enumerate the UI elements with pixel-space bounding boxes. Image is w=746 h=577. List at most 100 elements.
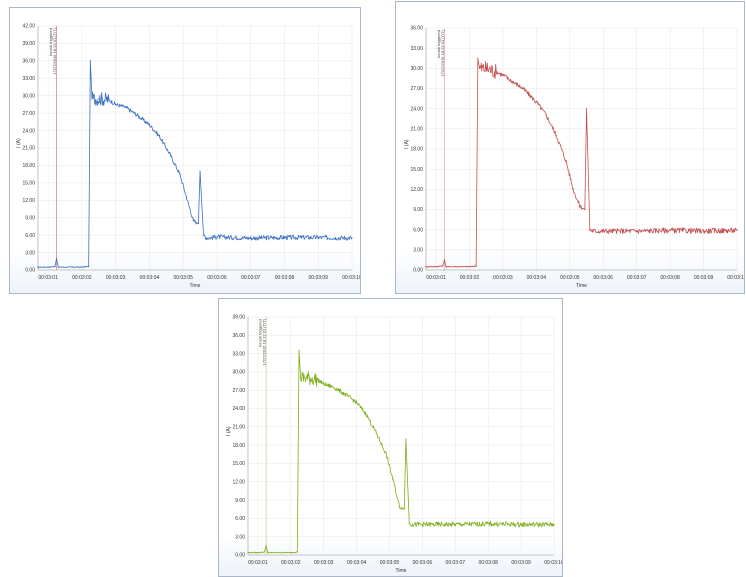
data-point — [477, 57, 479, 59]
series-line — [425, 58, 738, 268]
x-tick-label: 00:03:06 — [207, 275, 227, 281]
x-tick-label: 00:03:07 — [446, 560, 466, 566]
y-tick-label: 42.00 — [22, 24, 35, 30]
x-tick-label: 00:03:04 — [140, 275, 160, 281]
y-tick-label: 27.00 — [232, 388, 245, 394]
y-axis-label: I (A) — [404, 139, 410, 149]
x-tick-label: 00:03:09 — [309, 275, 329, 281]
chart-panel-green: 0.00 3.00 6.00 9.00 12.00 15.00 18.00 21.00 24.0… — [218, 298, 563, 577]
data-point — [454, 523, 456, 526]
data-point — [602, 230, 604, 232]
x-axis-label: Time — [190, 283, 201, 289]
data-point — [520, 523, 522, 526]
x-axis-label: Time — [576, 283, 587, 289]
data-point — [579, 205, 581, 207]
y-axis-label: I (A) — [16, 138, 22, 148]
data-point — [398, 505, 400, 507]
data-point — [375, 432, 377, 434]
y-tick-label: 12.00 — [232, 479, 245, 485]
x-tick-label: 00:03:06 — [413, 560, 433, 566]
data-point — [408, 522, 410, 524]
x-tick-label: 00:03:06 — [594, 275, 614, 281]
x-tick-label: 00:03:08 — [660, 275, 680, 281]
y-tick-label: 6.00 — [25, 233, 35, 239]
series-line — [247, 350, 555, 554]
chart-panel-red: 0.00 3.00 6.00 9.00 12.00 15.00 18.00 21.00 24.0… — [395, 1, 745, 294]
trigger-annotation-time: 17/27/2016 18:22:01 (T/T) — [440, 29, 445, 76]
data-point — [192, 220, 194, 222]
y-tick-label: 24.00 — [232, 406, 245, 412]
data-point — [435, 266, 437, 268]
x-tick-label: 00:03:03 — [106, 275, 126, 281]
data-point — [199, 170, 201, 172]
x-tick-label: 00:03:01 — [426, 275, 446, 281]
data-point — [283, 236, 286, 239]
data-point — [81, 266, 83, 268]
data-point — [421, 523, 423, 526]
data-point — [290, 551, 292, 554]
data-point — [89, 60, 91, 62]
data-point — [592, 230, 594, 232]
y-tick-label: 18.00 — [232, 443, 245, 449]
y-tick-label: 33.00 — [410, 46, 423, 52]
data-point — [495, 71, 497, 73]
x-tick-label: 00:03:10 — [727, 275, 744, 281]
x-tick-label: 00:03:04 — [347, 560, 367, 566]
data-point — [443, 259, 445, 261]
x-tick-label: 00:03:10 — [544, 560, 562, 566]
data-point — [158, 135, 161, 137]
x-axis-label: Time — [396, 568, 407, 574]
trigger-annotation: Inrush triggered — [436, 30, 441, 58]
data-point — [392, 478, 394, 480]
y-tick-label: 9.00 — [25, 215, 35, 221]
x-tick-label: 00:03:04 — [527, 275, 547, 281]
series-line — [37, 60, 353, 268]
data-point — [445, 266, 447, 268]
y-axis-label: I (A) — [226, 426, 232, 436]
data-point — [487, 523, 489, 525]
data-point — [365, 414, 368, 416]
data-point — [55, 257, 58, 259]
data-point — [585, 108, 588, 110]
y-tick-label: 24.00 — [22, 128, 35, 134]
data-point — [669, 229, 671, 231]
data-point — [265, 545, 267, 547]
data-point — [216, 236, 218, 238]
y-tick-label: 27.00 — [410, 86, 423, 92]
data-point — [169, 153, 171, 155]
x-tick-label: 00:03:02 — [72, 275, 92, 281]
x-tick-label: 00:03:02 — [281, 560, 301, 566]
y-tick-label: 18.00 — [22, 163, 35, 169]
data-point — [250, 237, 252, 239]
data-point — [702, 230, 705, 232]
x-tick-label: 00:03:01 — [38, 275, 58, 281]
x-tick-label: 00:03:05 — [173, 275, 193, 281]
data-point — [267, 551, 269, 554]
y-tick-label: 36.00 — [410, 26, 423, 32]
data-point — [323, 383, 325, 385]
y-tick-label: 39.00 — [22, 41, 35, 47]
y-tick-label: 36.00 — [22, 59, 35, 65]
y-tick-label: 3.00 — [25, 250, 35, 256]
data-point — [478, 67, 481, 69]
x-tick-label: 00:03:05 — [380, 560, 400, 566]
data-point — [565, 161, 568, 164]
data-point — [179, 173, 181, 175]
y-tick-label: 12.00 — [410, 187, 423, 193]
data-point — [202, 234, 205, 236]
x-tick-label: 00:03:10 — [342, 275, 360, 281]
data-point — [403, 508, 405, 510]
data-point — [91, 98, 93, 100]
y-tick-label: 9.00 — [235, 498, 245, 504]
data-point — [468, 266, 471, 268]
trigger-annotation: Inrush triggered — [48, 28, 53, 56]
data-point — [316, 378, 318, 380]
data-point — [545, 114, 547, 116]
data-point — [584, 208, 586, 211]
x-tick-label: 00:03:03 — [314, 560, 334, 566]
data-point — [108, 99, 110, 101]
data-point — [317, 236, 319, 239]
data-point — [148, 124, 151, 126]
data-point — [736, 229, 738, 231]
data-point — [197, 222, 199, 225]
